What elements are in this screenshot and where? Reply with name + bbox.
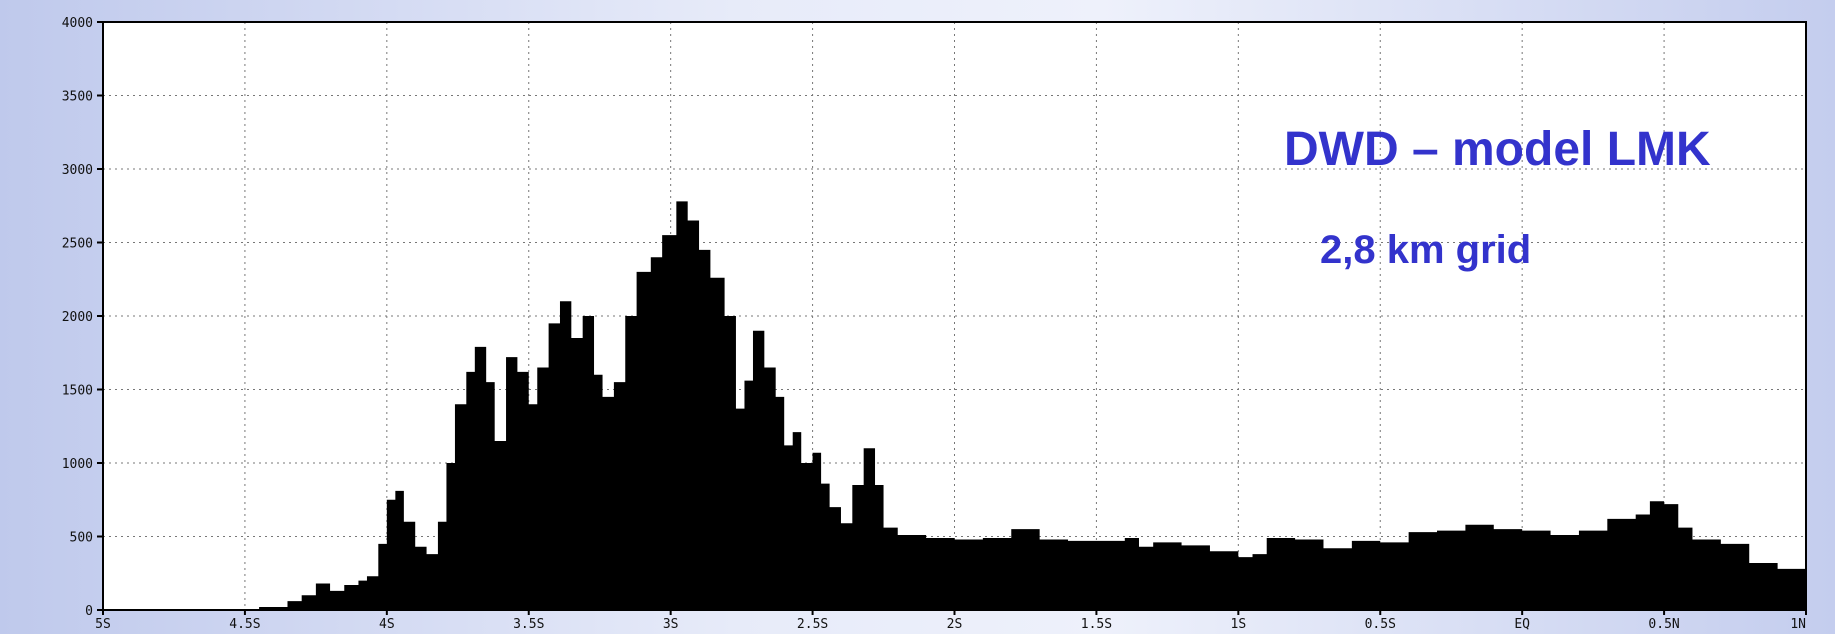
x-tick-label: 0.5S: [1365, 617, 1396, 632]
x-tick-label: 2.5S: [797, 617, 828, 632]
y-tick-label: 4000: [62, 16, 93, 31]
y-tick-label: 1000: [62, 457, 93, 472]
series-area: [103, 201, 1806, 610]
x-tick-label: 5S: [95, 617, 111, 632]
y-tick-label: 0: [85, 604, 93, 619]
x-tick-label: 2S: [947, 617, 963, 632]
y-tick-label: 2000: [62, 310, 93, 325]
x-axis: 5S 4.5S 4S 3.5S 3S 2.5S 2S 1.5S 1S 0.5S EQ 0.5N 1N: [95, 610, 1807, 632]
y-tick-label: 1500: [62, 384, 93, 399]
x-tick-label: EQ: [1514, 617, 1530, 632]
x-tick-label: 4.5S: [229, 617, 260, 632]
y-tick-label: 2500: [62, 237, 93, 252]
y-tick-label: 3500: [62, 90, 93, 105]
x-tick-label: 3.5S: [513, 617, 544, 632]
x-tick-label: 1N: [1790, 617, 1806, 632]
x-tick-label: 3S: [663, 617, 679, 632]
y-axis: 0 500 1000 1500 2000 2500 3000 3500 4000: [62, 16, 103, 619]
x-tick-label: 4S: [379, 617, 395, 632]
x-tick-label: 1S: [1231, 617, 1247, 632]
y-tick-label: 500: [70, 531, 93, 546]
chart-annotation-model: DWD – model LMK: [1284, 123, 1711, 176]
chart-annotation-grid: 2,8 km grid: [1320, 228, 1532, 272]
x-tick-label: 1.5S: [1081, 617, 1112, 632]
y-tick-label: 3000: [62, 163, 93, 178]
x-tick-label: 0.5N: [1648, 617, 1679, 632]
